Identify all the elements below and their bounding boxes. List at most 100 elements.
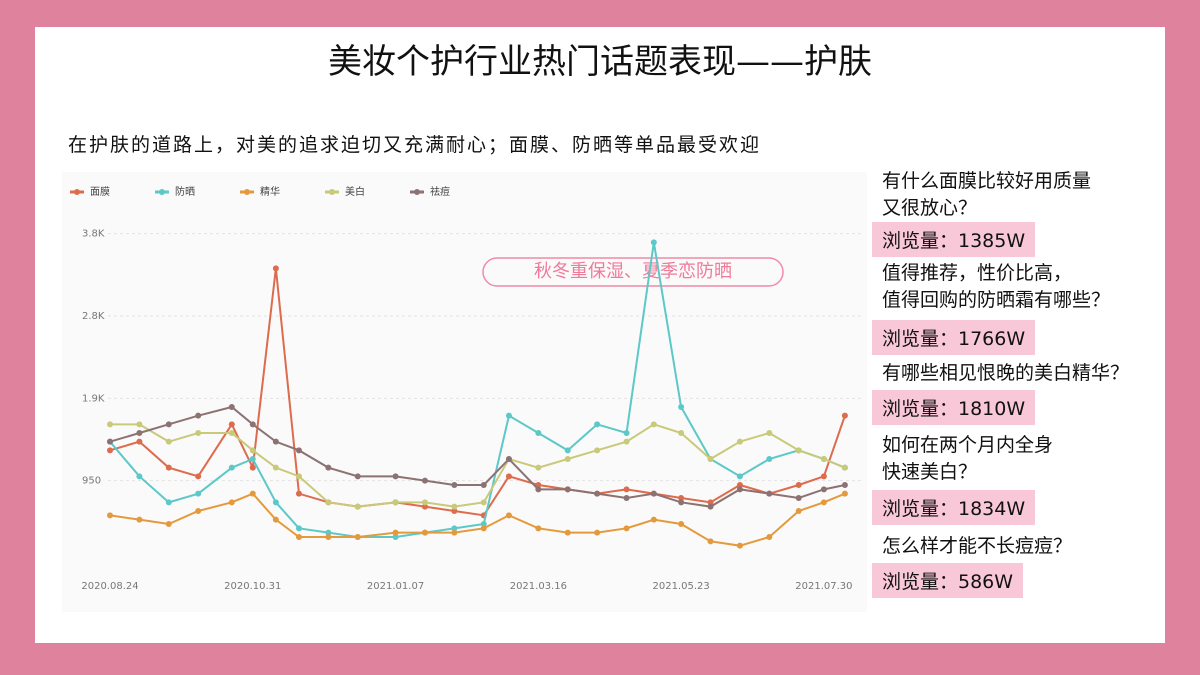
data-point bbox=[392, 529, 399, 536]
data-point bbox=[535, 525, 542, 532]
data-point bbox=[678, 495, 685, 501]
data-point bbox=[650, 239, 657, 246]
view-count: 浏览量：1810W bbox=[872, 390, 1036, 425]
data-point bbox=[392, 499, 399, 506]
data-point bbox=[594, 421, 601, 428]
legend-dot bbox=[244, 189, 250, 195]
data-point bbox=[736, 542, 743, 549]
data-point bbox=[136, 430, 143, 436]
question: 又很放心？ bbox=[882, 197, 978, 219]
legend-dot bbox=[74, 189, 80, 195]
data-point bbox=[766, 534, 773, 540]
annotation: 秋冬重保湿、夏季恋防晒 bbox=[534, 260, 732, 282]
data-point bbox=[451, 503, 458, 510]
legend-label: 祛痘 bbox=[430, 185, 450, 198]
data-point bbox=[272, 438, 279, 445]
data-point bbox=[841, 412, 848, 419]
data-point bbox=[820, 473, 827, 480]
legend-label: 防晒 bbox=[175, 185, 195, 198]
data-point bbox=[165, 438, 172, 445]
data-point bbox=[736, 486, 743, 493]
x-tick-label: 2020.08.24 bbox=[81, 581, 138, 592]
question: 有什么面膜比较好用质量 bbox=[882, 170, 1092, 192]
y-tick-label: 3.8K bbox=[82, 229, 105, 240]
data-point bbox=[228, 499, 235, 506]
data-point bbox=[195, 508, 202, 514]
data-point bbox=[535, 430, 542, 436]
data-point bbox=[535, 464, 542, 471]
data-point bbox=[564, 529, 571, 536]
data-point bbox=[820, 486, 827, 493]
view-count: 浏览量：1385W bbox=[872, 222, 1036, 257]
x-tick-label: 2021.07.30 bbox=[795, 581, 852, 592]
data-point bbox=[421, 499, 428, 506]
data-point bbox=[736, 438, 743, 445]
data-point bbox=[480, 499, 487, 506]
y-tick-label: 950 bbox=[82, 476, 101, 487]
question: 值得回购的防晒霜有哪些？ bbox=[882, 289, 1111, 311]
data-point bbox=[421, 529, 428, 536]
data-point bbox=[325, 529, 332, 536]
data-point bbox=[707, 456, 714, 462]
title: 美妆个护行业热门话题表现——护肤 bbox=[328, 42, 872, 82]
data-point bbox=[249, 421, 256, 428]
data-point bbox=[421, 503, 428, 510]
data-point bbox=[505, 512, 512, 519]
data-point bbox=[165, 421, 172, 428]
subtitle: 在护肤的道路上，对美的追求迫切又充满耐心；面膜、防晒等单品最受欢迎 bbox=[68, 134, 762, 156]
data-point bbox=[107, 421, 113, 428]
x-tick-label: 2020.10.31 bbox=[224, 581, 281, 592]
data-point bbox=[480, 525, 487, 532]
question: 值得推荐，性价比高， bbox=[882, 262, 1073, 284]
data-point bbox=[354, 473, 361, 480]
data-point bbox=[451, 482, 458, 488]
data-point bbox=[820, 456, 827, 462]
data-point bbox=[421, 477, 428, 484]
data-point bbox=[272, 464, 279, 471]
data-point bbox=[650, 516, 657, 523]
data-point bbox=[623, 438, 630, 445]
data-point bbox=[707, 499, 714, 506]
data-point bbox=[480, 482, 487, 488]
data-point bbox=[228, 464, 235, 471]
chart-bg bbox=[62, 172, 867, 612]
data-point bbox=[623, 525, 630, 532]
data-point bbox=[795, 495, 802, 501]
data-point bbox=[136, 438, 143, 445]
data-point bbox=[136, 473, 143, 480]
data-point bbox=[564, 456, 571, 462]
data-point bbox=[795, 482, 802, 488]
data-point bbox=[766, 430, 773, 436]
question: 如何在两个月内全身 bbox=[882, 434, 1054, 456]
data-point bbox=[272, 265, 279, 272]
question: 有哪些相见恨晚的美白精华？ bbox=[882, 362, 1130, 384]
data-point bbox=[107, 438, 113, 445]
data-point bbox=[195, 412, 202, 419]
data-point bbox=[195, 430, 202, 436]
data-point bbox=[249, 447, 256, 454]
data-point bbox=[228, 404, 235, 410]
data-point bbox=[392, 473, 399, 480]
data-point bbox=[451, 529, 458, 536]
data-point bbox=[295, 447, 302, 454]
data-point bbox=[195, 473, 202, 480]
data-point bbox=[325, 534, 332, 540]
data-point bbox=[107, 512, 113, 519]
legend-label: 精华 bbox=[260, 185, 280, 198]
data-point bbox=[354, 534, 361, 540]
data-point bbox=[451, 525, 458, 532]
data-point bbox=[354, 503, 361, 510]
data-point bbox=[136, 516, 143, 523]
data-point bbox=[165, 521, 172, 527]
data-point bbox=[295, 534, 302, 540]
data-point bbox=[249, 464, 256, 471]
data-point bbox=[736, 482, 743, 488]
data-point bbox=[766, 456, 773, 462]
data-point bbox=[795, 447, 802, 454]
data-point bbox=[295, 490, 302, 497]
data-point bbox=[136, 421, 143, 428]
data-point bbox=[594, 490, 601, 497]
data-point bbox=[228, 430, 235, 436]
data-point bbox=[736, 473, 743, 480]
